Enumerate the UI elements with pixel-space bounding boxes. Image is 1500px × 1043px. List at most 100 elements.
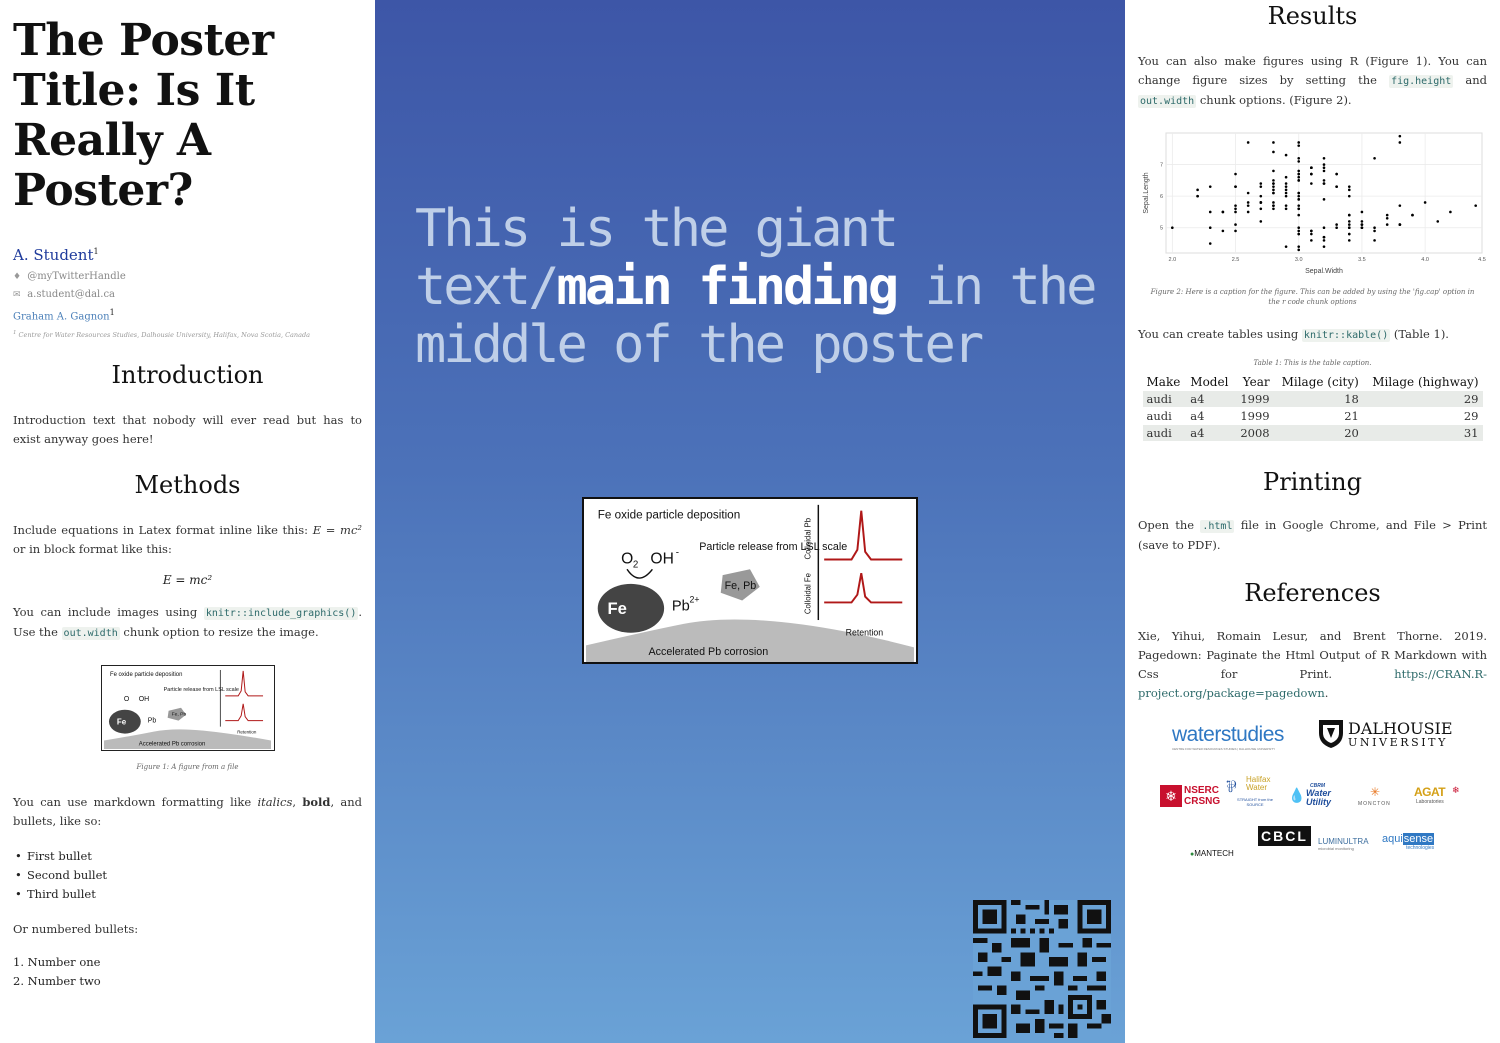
email-address[interactable]: a.student@dal.ca [27, 289, 115, 300]
scatter-point [1385, 223, 1389, 226]
twitter-line[interactable]: ♦ @myTwitterHandle [13, 268, 362, 286]
md-text-3: , and bullets, like so: [13, 795, 363, 829]
cbcl-text: CBCL [1258, 826, 1311, 846]
fig-fe3o4: Fe [607, 599, 626, 618]
main-finding: This is the giant text/main finding in t… [415, 199, 1097, 374]
scatter-point [1423, 201, 1427, 204]
qr-modules [973, 900, 1111, 1038]
email-line[interactable]: ✉ a.student@dal.ca [13, 286, 362, 304]
table-cell: a4 [1186, 407, 1235, 425]
fe3o4-particle [108, 710, 141, 735]
scatter-point [1234, 229, 1237, 233]
scatter-point [1398, 223, 1402, 226]
table-header: Model [1190, 375, 1229, 389]
scatter-point [1360, 210, 1364, 214]
results-code-2: out.width [1138, 95, 1197, 108]
aquisense-wordmark: aquisense [1382, 833, 1435, 845]
scatter-point [1272, 185, 1275, 188]
scatter-point [1259, 182, 1263, 185]
fig1-fe-peak [224, 704, 263, 722]
scatter-point [1297, 198, 1301, 201]
dalhousie-name: DALHOUSIE [1348, 719, 1453, 738]
fe3o4-particle [597, 583, 665, 633]
scatter-point [1385, 216, 1389, 220]
scatter-point [1284, 175, 1288, 179]
scatter-point [1246, 191, 1250, 195]
table-cell: 20 [1273, 424, 1363, 442]
scatter-point [1284, 204, 1288, 207]
scatter-plot: 2.0 2.5 3.0 3.5 4.0 4.5 5 6 7 Sepal.Width Sepal.… [1143, 132, 1486, 275]
scatter-point [1259, 194, 1263, 198]
scatter-point [1221, 229, 1225, 233]
scatter-point [1284, 188, 1288, 192]
introduction-text: Introduction text that nobody will ever … [13, 413, 362, 447]
scatter-point [1347, 239, 1351, 242]
scatter-point [1297, 179, 1301, 182]
twitter-handle[interactable]: @myTwitterHandle [27, 271, 126, 282]
scatter-point [1360, 220, 1364, 223]
figure-1-caption: Figure 1: A figure from a file [136, 763, 239, 772]
scatter-point [1335, 185, 1338, 188]
scatter-point [1297, 226, 1301, 230]
numbered-list: 1. Number one 2. Number two [13, 953, 362, 991]
scatter-point [1272, 204, 1275, 207]
scatter-point [1335, 226, 1338, 230]
reference-link[interactable]: https://CRAN.R-project.org/package=paged… [1138, 667, 1488, 700]
scatter-point [1373, 239, 1376, 242]
fig1-fepb: Fe, Pb [171, 712, 186, 718]
scatter-point [1259, 207, 1263, 211]
scatter-point [1347, 223, 1351, 226]
reference-text: Xie, Yihui, Romain Lesur, and Brent Thor… [1138, 629, 1487, 681]
right-column: Results You can also make figures using … [1125, 0, 1500, 1043]
scatter-point [1234, 172, 1237, 176]
second-author-text[interactable]: Graham A. Gagnon [13, 311, 110, 323]
scatter-point [1297, 229, 1301, 233]
qr-code-icon[interactable] [973, 900, 1111, 1038]
scatter-point [1436, 220, 1440, 223]
aquisense-text-1: aqui [1382, 833, 1403, 845]
agat-leaf-icon: ❄ [1452, 785, 1460, 795]
scatter-point [1196, 188, 1199, 192]
img-code-2: out.width [61, 627, 120, 641]
scatter-point [1322, 179, 1326, 182]
scatter-point [1208, 210, 1212, 214]
scatter-point [1297, 204, 1301, 207]
scatter-point [1297, 144, 1301, 147]
author-name-text[interactable]: A. Student [13, 246, 94, 264]
table-row: audi a4 1999 21 29 [1142, 407, 1483, 425]
scatter-point [1234, 185, 1237, 188]
dalhousie-shield-icon [1319, 720, 1343, 748]
y-tick-label: 5 [1160, 226, 1163, 232]
fig-corrosion: Accelerated Pb corrosion [648, 646, 768, 658]
scatter-point [1347, 188, 1351, 192]
scatter-point [1474, 204, 1477, 207]
giant-text-1: This is the giant text/ [415, 199, 899, 317]
nserc-logo: ❄ NSERC CRSNG [1160, 783, 1220, 809]
table-cell: 29 [1362, 407, 1483, 425]
tables-text-1: You can create tables using [1138, 327, 1299, 341]
scatter-point [1347, 220, 1351, 223]
left-column: The Poster Title: Is It Really A Poster?… [0, 0, 375, 1043]
fig1-pb-peak [224, 671, 263, 697]
table-cell: a4 [1186, 391, 1235, 408]
twitter-icon: ♦ [13, 272, 22, 282]
scatter-point [1310, 166, 1313, 170]
scatter-point [1360, 226, 1364, 230]
second-author[interactable]: Graham A. Gagnon1 [13, 308, 362, 322]
x-tick-label: 2.0 [1168, 257, 1176, 263]
scatter-point [1234, 223, 1237, 226]
scatter-point [1411, 213, 1414, 217]
markdown-paragraph: You can use markdown formatting like ita… [13, 793, 362, 831]
x-tick-label: 3.5 [1358, 257, 1366, 263]
agat-logo: AGAT ❄ Laboratories [1412, 783, 1468, 811]
scatter-point [1297, 160, 1301, 163]
scatter-point [1297, 194, 1301, 198]
fig-colloidal-fe: Colloidal Fe [804, 573, 813, 614]
table-cell: 31 [1362, 424, 1483, 442]
table-cell: audi [1142, 391, 1187, 408]
scatter-point [1284, 245, 1288, 248]
author-name[interactable]: A. Student1 [13, 246, 362, 264]
halifax-text: Halifax [1246, 775, 1271, 784]
fig-deposition: Fe oxide particle deposition [598, 509, 740, 522]
scatter-point [1297, 248, 1301, 252]
